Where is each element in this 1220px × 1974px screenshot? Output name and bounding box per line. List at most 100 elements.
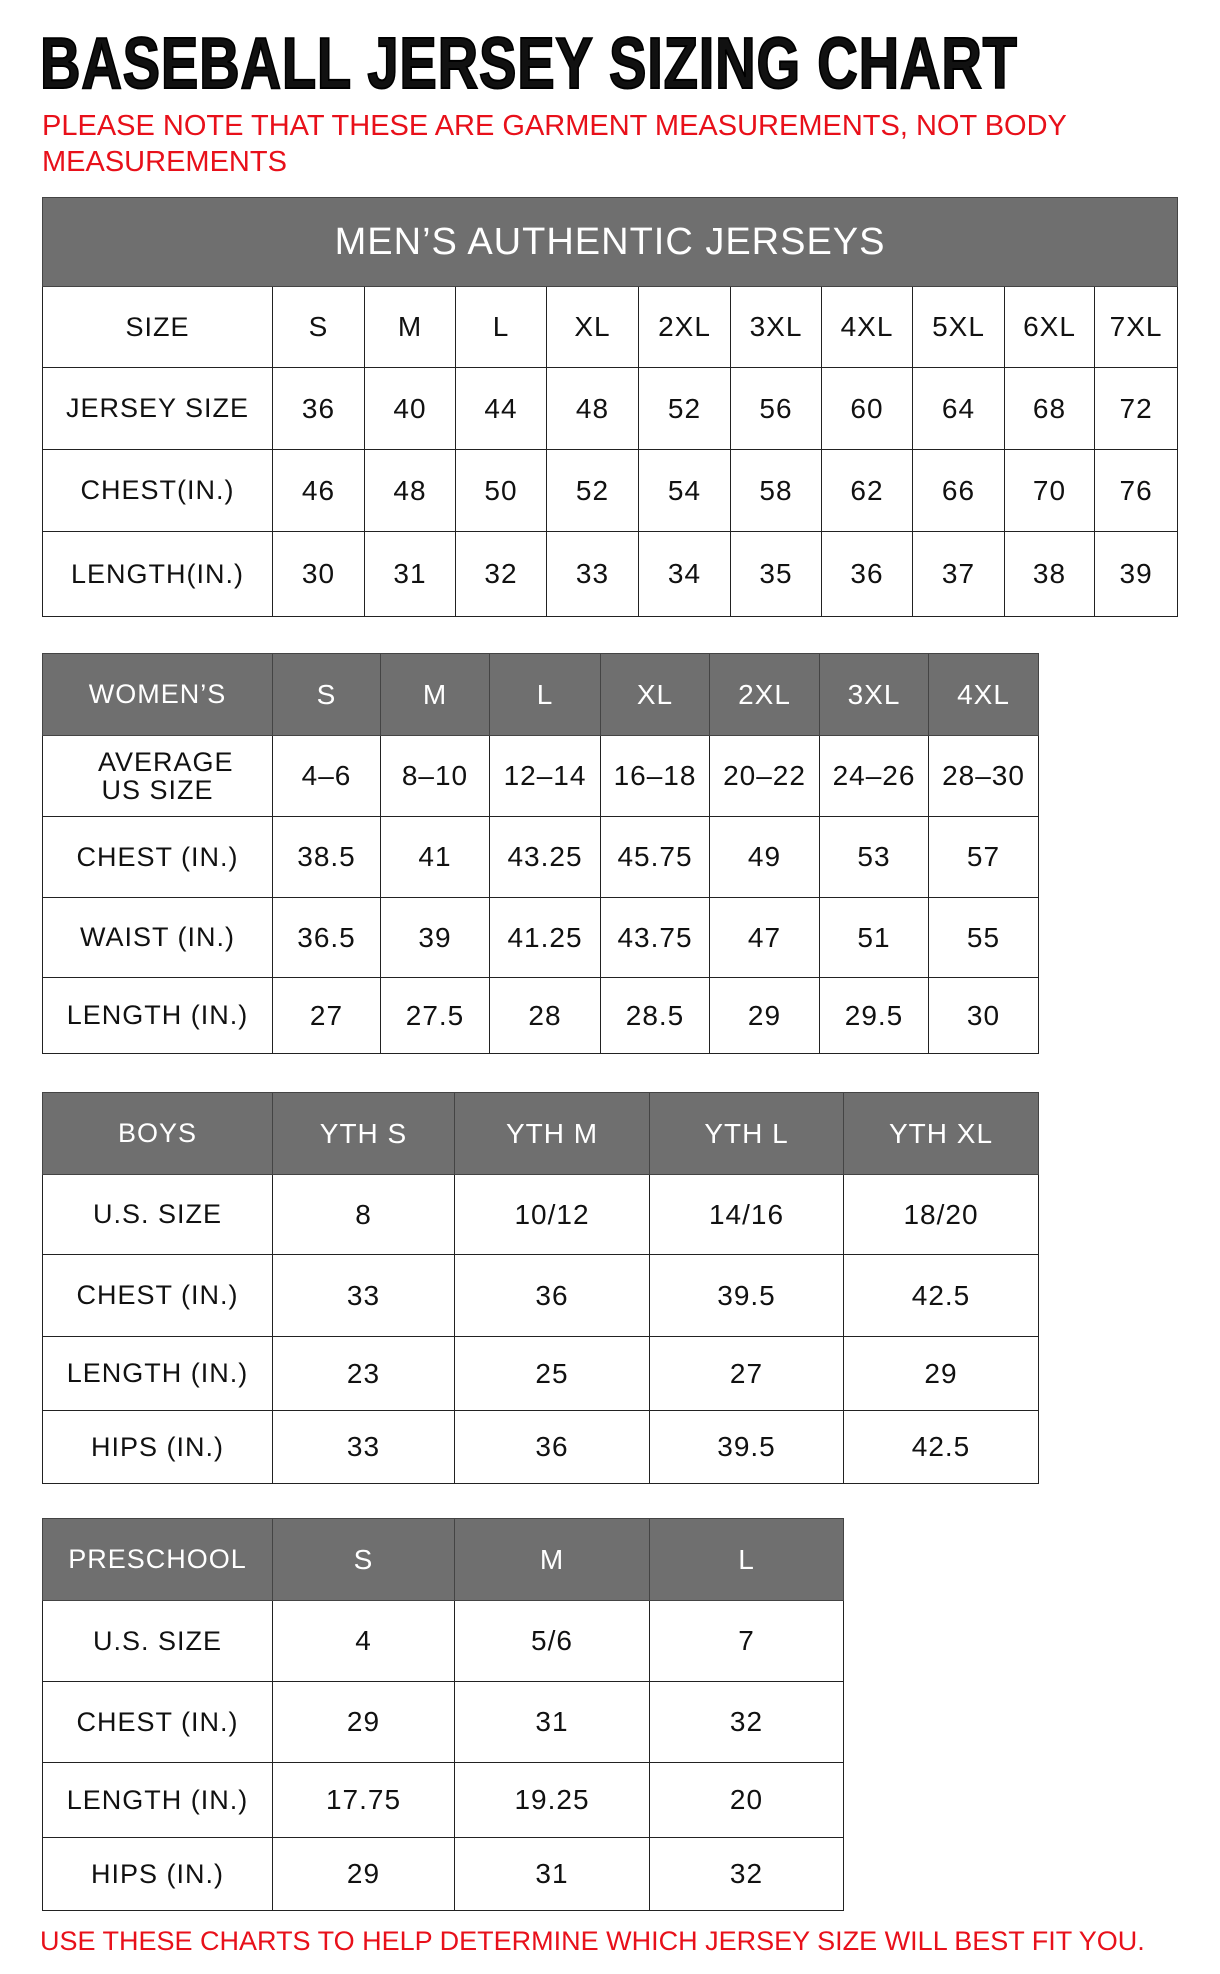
row-label: CHEST (IN.)	[42, 816, 273, 898]
cell: 72	[1093, 367, 1179, 450]
cell: 48	[364, 449, 456, 532]
cell: 44	[455, 367, 547, 450]
cell: L	[455, 286, 547, 368]
cell: 5XL	[912, 286, 1005, 368]
cell: 76	[1093, 449, 1179, 532]
cell: M	[454, 1518, 650, 1601]
cell: 18/20	[843, 1174, 1039, 1255]
row-label: CHEST(IN.)	[42, 449, 273, 532]
cell: 2XL	[638, 286, 731, 368]
cell: 29	[272, 1681, 455, 1763]
cell: 8–10	[380, 735, 490, 817]
cell: 42.5	[843, 1254, 1039, 1337]
cell: 68	[1004, 367, 1095, 450]
cell: 46	[272, 449, 365, 532]
cell: YTH S	[272, 1092, 455, 1175]
cell: 43.75	[600, 897, 710, 978]
cell: 33	[546, 531, 639, 617]
cell: 36.5	[272, 897, 381, 978]
cell: 10/12	[454, 1174, 650, 1255]
table-row: LENGTH (IN.) 27 27.5 28 28.5 29 29.5 30	[42, 977, 1039, 1054]
cell: 27	[272, 977, 381, 1054]
row-label: CHEST (IN.)	[42, 1254, 273, 1337]
cell: 20	[649, 1762, 844, 1838]
cell: 37	[912, 531, 1005, 617]
cell: 38	[1004, 531, 1095, 617]
table-row: U.S. SIZE 4 5/6 7	[42, 1600, 844, 1682]
cell: 50	[455, 449, 547, 532]
cell: 34	[638, 531, 731, 617]
cell: 32	[455, 531, 547, 617]
cell: 20–22	[709, 735, 820, 817]
row-label: SIZE	[42, 286, 273, 368]
table-row: CHEST (IN.) 33 36 39.5 42.5	[42, 1254, 1039, 1337]
cell: 39.5	[649, 1410, 844, 1484]
table-row: HIPS (IN.) 33 36 39.5 42.5	[42, 1410, 1039, 1484]
row-label: HIPS (IN.)	[42, 1837, 273, 1911]
cell: 19.25	[454, 1762, 650, 1838]
table-row: AVERAGE US SIZE 4–6 8–10 12–14 16–18 20–22 24–…	[42, 735, 1039, 817]
cell: 33	[272, 1254, 455, 1337]
cell: 29	[709, 977, 820, 1054]
cell: 64	[912, 367, 1005, 450]
cell: 16–18	[600, 735, 710, 817]
cell: 32	[649, 1837, 844, 1911]
cell: 3XL	[730, 286, 822, 368]
cell: 54	[638, 449, 731, 532]
garment-note: PLEASE NOTE THAT THESE ARE GARMENT MEASU…	[42, 110, 1067, 178]
cell: 40	[364, 367, 456, 450]
row-label: CHEST (IN.)	[42, 1681, 273, 1763]
table-row: LENGTH(IN.) 30 31 32 33 34 35 36 37 38 39	[42, 531, 1179, 617]
row-label: LENGTH (IN.)	[42, 1336, 273, 1411]
table-row: JERSEY SIZE 36 40 44 48 52 56 60 64 68 72	[42, 367, 1179, 450]
cell: 43.25	[489, 816, 601, 898]
row-label: LENGTH (IN.)	[42, 977, 273, 1054]
cell: YTH M	[454, 1092, 650, 1175]
preschool-size-table: PRESCHOOL S M L U.S. SIZE 4 5/6 7 CHEST (IN.) 29 3…	[42, 1518, 844, 1911]
cell: 70	[1004, 449, 1095, 532]
cell: 38.5	[272, 816, 381, 898]
cell: 39.5	[649, 1254, 844, 1337]
cell: 41.25	[489, 897, 601, 978]
cell: 24–26	[819, 735, 929, 817]
cell: 31	[454, 1681, 650, 1763]
boys-size-table: BOYS YTH S YTH M YTH L YTH XL U.S. SIZE 8 10/12…	[42, 1092, 1039, 1484]
cell: 36	[821, 531, 913, 617]
header-row: WOMEN’S S M L XL 2XL 3XL 4XL	[42, 653, 1039, 736]
cell: 14/16	[649, 1174, 844, 1255]
cell: 28.5	[600, 977, 710, 1054]
cell: 35	[730, 531, 822, 617]
cell: 36	[454, 1410, 650, 1484]
table-row: LENGTH (IN.) 23 25 27 29	[42, 1336, 1039, 1411]
cell: 27	[649, 1336, 844, 1411]
cell: 27.5	[380, 977, 490, 1054]
cell: 42.5	[843, 1410, 1039, 1484]
cell: 47	[709, 897, 820, 978]
womens-size-table: WOMEN’S S M L XL 2XL 3XL 4XL AVERAGE US SIZE 4–6 8…	[42, 653, 1039, 1054]
cell: YTH L	[649, 1092, 844, 1175]
cell: 60	[821, 367, 913, 450]
cell: M	[364, 286, 456, 368]
row-label: AVERAGE US SIZE	[42, 735, 273, 817]
cell: 7XL	[1093, 286, 1179, 368]
row-label: HIPS (IN.)	[42, 1410, 273, 1484]
row-label: JERSEY SIZE	[42, 367, 273, 450]
cell: 29	[843, 1336, 1039, 1411]
cell: S	[272, 1518, 455, 1601]
cell: 2XL	[709, 653, 820, 736]
mens-size-table: MEN’S AUTHENTIC JERSEYS SIZE S M L XL 2XL 3XL 4X…	[41, 197, 1179, 617]
cell: 51	[819, 897, 929, 978]
cell: 48	[546, 367, 639, 450]
table-row: CHEST (IN.) 29 31 32	[42, 1681, 844, 1763]
cell: 39	[1093, 531, 1179, 617]
cell: 28	[489, 977, 601, 1054]
cell: 33	[272, 1410, 455, 1484]
table-title: MEN’S AUTHENTIC JERSEYS	[41, 197, 1179, 287]
cell: XL	[546, 286, 639, 368]
cell: 7	[649, 1600, 844, 1682]
header-row: BOYS YTH S YTH M YTH L YTH XL	[42, 1092, 1039, 1175]
table-row: SIZE S M L XL 2XL 3XL 4XL 5XL 6XL 7XL	[42, 286, 1179, 368]
cell: L	[649, 1518, 844, 1601]
table-row: CHEST (IN.) 38.5 41 43.25 45.75 49 53 57	[42, 816, 1039, 898]
cell: 31	[454, 1837, 650, 1911]
